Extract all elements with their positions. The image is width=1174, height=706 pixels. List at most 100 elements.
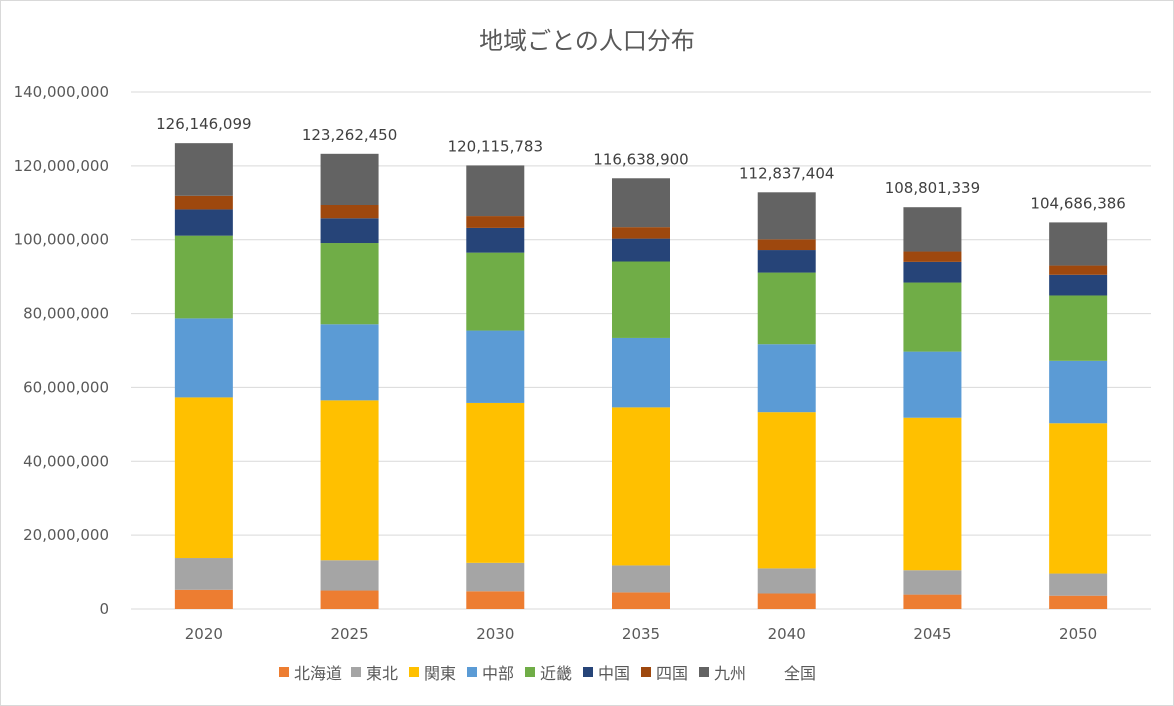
y-tick-label: 100,000,000: [14, 231, 109, 249]
total-data-label: 116,638,900: [593, 150, 688, 168]
bar-segment: [320, 218, 379, 244]
bar-segment: [466, 252, 525, 331]
bar-segment: [466, 216, 525, 228]
y-tick-label: 20,000,000: [23, 526, 109, 544]
bar-segment: [174, 143, 233, 196]
y-tick-label: 80,000,000: [23, 305, 109, 323]
total-data-label: 126,146,099: [156, 115, 251, 133]
legend-label: 関東: [424, 664, 456, 683]
bar-segment: [466, 330, 525, 403]
bar-segment: [903, 251, 962, 262]
y-tick-label: 120,000,000: [14, 157, 109, 175]
bar-segment: [320, 243, 379, 325]
bar-segment: [174, 209, 233, 236]
legend-label: 北海道: [294, 664, 342, 683]
bar-segment: [466, 165, 525, 217]
y-axis-tick-labels: 0 20,000,000 40,000,000 60,000,000 80,000,00…: [14, 83, 109, 618]
bar-segment: [757, 412, 816, 569]
legend-label: 九州: [714, 664, 746, 683]
x-tick-label: 2035: [622, 625, 660, 643]
legend-swatch: [351, 667, 361, 677]
x-tick-label: 2030: [476, 625, 514, 643]
bar-segment: [320, 324, 379, 401]
x-tick-label: 2040: [768, 625, 806, 643]
bar-segment: [1049, 595, 1108, 609]
bar-segment: [903, 351, 962, 418]
bar-segment: [466, 562, 525, 592]
legend-swatch: [467, 667, 477, 677]
y-tick-label: 140,000,000: [14, 83, 109, 101]
bar-segment: [320, 205, 379, 219]
x-tick-label: 2020: [185, 625, 223, 643]
bar-segment: [1049, 423, 1108, 574]
bar-segment: [757, 192, 816, 240]
bar-segment: [1049, 360, 1108, 424]
legend-label: 近畿: [540, 664, 572, 683]
y-tick-label: 0: [99, 600, 109, 618]
bar-segment: [757, 250, 816, 273]
legend-swatch: [583, 667, 593, 677]
legend-swatch: [279, 667, 289, 677]
bar-segment: [174, 397, 233, 559]
bar-segment: [320, 153, 379, 206]
bar-segment: [174, 589, 233, 609]
legend-swatch: [409, 667, 419, 677]
total-data-label: 120,115,783: [448, 137, 543, 155]
bar-segment: [612, 407, 670, 566]
legend-label: 全国: [784, 664, 816, 683]
bar-segment: [1049, 222, 1108, 266]
chart-title: 地域ごとの人口分布: [479, 27, 695, 55]
legend-label: 四国: [656, 664, 688, 683]
bar-segment: [757, 239, 816, 251]
bar-segment: [174, 558, 233, 590]
bar-segment: [903, 282, 962, 352]
bar-segment: [612, 178, 670, 228]
bar-segment: [612, 592, 670, 609]
bar-segment: [1049, 295, 1108, 361]
bar-segment: [1049, 274, 1108, 296]
x-tick-label: 2050: [1059, 625, 1097, 643]
legend-label: 中国: [598, 664, 630, 683]
bar-segment: [903, 207, 962, 252]
bar-segment: [757, 272, 816, 345]
bar-segment: [1049, 265, 1108, 275]
legend-swatch: [641, 667, 651, 677]
bar-segment: [320, 590, 379, 609]
bar-segment: [466, 227, 525, 253]
legend-swatch: [699, 667, 709, 677]
bar-segment: [757, 593, 816, 609]
total-data-label: 112,837,404: [739, 164, 834, 182]
bar-layer: [174, 143, 1108, 609]
y-tick-label: 60,000,000: [23, 378, 109, 396]
total-labels: 126,146,099 123,262,450 120,115,783 116,638…: [156, 115, 1126, 212]
bar-segment: [903, 261, 962, 283]
bar-segment: [757, 344, 816, 413]
legend-swatch: [769, 667, 779, 677]
bar-segment: [612, 565, 670, 593]
x-tick-label: 2045: [913, 625, 951, 643]
bar-segment: [174, 195, 233, 210]
y-tick-label: 40,000,000: [23, 452, 109, 470]
bar-segment: [174, 318, 233, 398]
total-data-label: 108,801,339: [885, 179, 980, 197]
legend-label: 東北: [366, 664, 398, 683]
bar-segment: [757, 568, 816, 594]
bar-segment: [903, 570, 962, 595]
bar-segment: [903, 417, 962, 571]
bar-segment: [612, 261, 670, 338]
x-axis-tick-labels: 2020 2025 2030 2035 2040 2045 2050: [185, 625, 1097, 643]
legend-swatch: [525, 667, 535, 677]
bar-segment: [612, 337, 670, 408]
bar-segment: [466, 591, 525, 609]
x-tick-label: 2025: [330, 625, 368, 643]
bar-segment: [320, 560, 379, 591]
bar-segment: [320, 400, 379, 561]
legend: 北海道 東北 関東 中部 近畿 中国 四国 九州 全国: [279, 664, 816, 683]
total-data-label: 104,686,386: [1030, 194, 1125, 212]
bar-segment: [612, 227, 670, 239]
bar-segment: [174, 235, 233, 319]
bar-segment: [903, 594, 962, 609]
bar-segment: [466, 402, 525, 563]
